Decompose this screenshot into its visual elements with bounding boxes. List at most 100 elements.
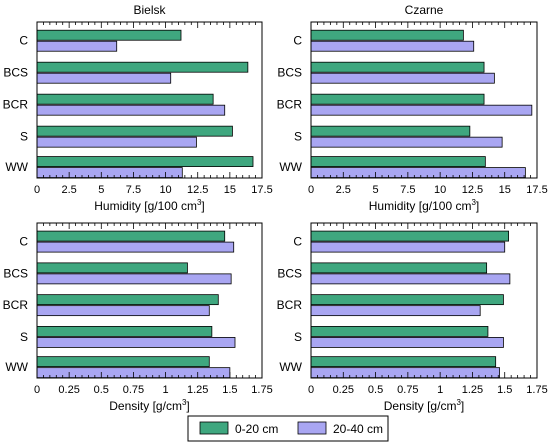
category-label: C (19, 34, 28, 48)
x-tick-label: 0.25 (58, 384, 79, 396)
plot-frame (310, 21, 538, 179)
x-tick-label: 7.5 (126, 184, 141, 196)
bar-c-s1 (36, 29, 182, 41)
category-label: C (293, 34, 302, 48)
category-label: BCR (277, 98, 303, 112)
bar-s-s1 (36, 326, 213, 337)
x-tick-label: 10 (159, 184, 171, 196)
x-tick-label: 0.75 (123, 384, 144, 396)
bar-ww-s1 (36, 156, 254, 167)
category-label: BCS (277, 66, 302, 80)
x-tick-label: 2.5 (61, 184, 76, 196)
bar-ww-s2 (36, 167, 183, 178)
category-label: WW (279, 160, 302, 174)
panel-title: Czarne (405, 3, 444, 17)
category-label: WW (5, 360, 28, 374)
x-axis-title-suffix: ] (186, 399, 189, 413)
bar-bcs-s2 (310, 72, 495, 84)
x-tick-label: 0 (34, 184, 40, 196)
x-axis-title: Density [g/cm3] (109, 398, 189, 413)
bar-bcr-s2 (36, 305, 210, 317)
x-axis-title-suffix: ] (201, 199, 204, 213)
category-label: WW (5, 160, 28, 174)
x-tick-label: 1.75 (251, 384, 272, 396)
x-tick-label: 0 (308, 384, 314, 396)
plot-frame (310, 222, 538, 379)
bar-bcr-s1 (36, 294, 219, 306)
x-axis-title-text: Humidity [g/100 cm (369, 199, 472, 213)
bar-bcs-s1 (36, 61, 249, 73)
bar-s-s1 (310, 326, 489, 337)
plot-frame (36, 21, 263, 179)
bar-bcs-s2 (36, 72, 172, 84)
bar-bcr-s2 (36, 104, 226, 116)
x-tick-label: 0.5 (368, 384, 383, 396)
x-tick-label: 15 (499, 184, 511, 196)
category-label: BCR (3, 98, 29, 112)
bar-ww-s1 (36, 356, 210, 368)
bar-ww-s2 (310, 367, 500, 379)
category-label: S (294, 130, 302, 144)
x-tick-label: 1.25 (187, 384, 208, 396)
bar-bcs-s1 (310, 262, 488, 274)
x-tick-label: 1.75 (526, 384, 547, 396)
x-axis-title-sup: 3 (471, 198, 476, 207)
x-tick-label: 1 (437, 384, 443, 396)
x-tick-label: 0 (34, 384, 40, 396)
category-label: BCS (3, 266, 28, 280)
bar-c-s1 (310, 230, 509, 242)
chart-panel-3: C BCS BCR S WW 0 0.25 0.5 0.75 1 1.25 1.5 1.75 Densit… (3, 222, 273, 413)
x-tick-label: 0 (308, 184, 314, 196)
bar-s-s2 (310, 136, 503, 148)
x-axis-title-text: Density [g/cm (384, 399, 457, 413)
bar-c-s2 (36, 40, 118, 52)
legend: 0-20 cm 20-40 cm (187, 415, 389, 442)
x-tick-label: 7.5 (400, 184, 415, 196)
bar-bcs-s2 (310, 273, 511, 285)
bar-c-s2 (36, 241, 235, 253)
bar-c-s2 (310, 40, 475, 52)
category-label: S (294, 330, 302, 344)
bar-ww-s1 (310, 356, 497, 368)
bar-bcs-s1 (310, 61, 485, 73)
chart-panel-2: Czarne C BCS BCR S WW 0 2.5 5 7.5 10 12.5 15 17.5 Humi… (277, 3, 548, 213)
x-axis-title-text: Humidity [g/100 cm (94, 199, 197, 213)
bar-s-s2 (310, 337, 504, 348)
legend-label-2: 20-40 cm (333, 422, 383, 436)
category-label: S (20, 330, 28, 344)
chart-panel-1: Bielsk C BCS BCR S WW 0 2.5 5 7.5 10 12.5 15 17.5 Humi… (3, 3, 273, 213)
bar-c-s1 (36, 230, 226, 242)
x-tick-label: 12.5 (462, 184, 483, 196)
x-axis-title-sup: 3 (456, 398, 461, 407)
bar-s-s1 (36, 125, 233, 137)
category-label: BCS (3, 66, 28, 80)
x-axis-title-suffix: ] (476, 199, 479, 213)
bar-bcr-s1 (36, 93, 214, 105)
x-tick-label: 17.5 (251, 184, 272, 196)
x-tick-label: 10 (434, 184, 446, 196)
x-tick-label: 5 (373, 184, 379, 196)
x-tick-label: 1 (163, 384, 169, 396)
category-label: C (293, 235, 302, 249)
bar-bcr-s1 (310, 294, 504, 306)
x-tick-label: 1.5 (497, 384, 512, 396)
legend-swatch-2 (297, 421, 327, 435)
x-axis-title: Density [g/cm3] (384, 398, 464, 413)
legend-swatch-1 (199, 421, 229, 435)
bar-c-s1 (310, 29, 464, 41)
x-tick-label: 1.5 (222, 384, 237, 396)
x-axis-title: Humidity [g/100 cm3] (369, 198, 480, 213)
bar-bcs-s2 (36, 273, 232, 285)
x-tick-label: 17.5 (526, 184, 547, 196)
x-tick-label: 0.25 (333, 384, 354, 396)
x-axis-title-suffix: ] (461, 399, 464, 413)
x-tick-label: 1.25 (462, 384, 483, 396)
bar-s-s2 (36, 337, 236, 348)
bar-c-s2 (310, 241, 506, 253)
x-axis-title-sup: 3 (197, 198, 202, 207)
x-tick-label: 12.5 (187, 184, 208, 196)
legend-label-1: 0-20 cm (235, 422, 278, 436)
category-label: WW (279, 360, 302, 374)
